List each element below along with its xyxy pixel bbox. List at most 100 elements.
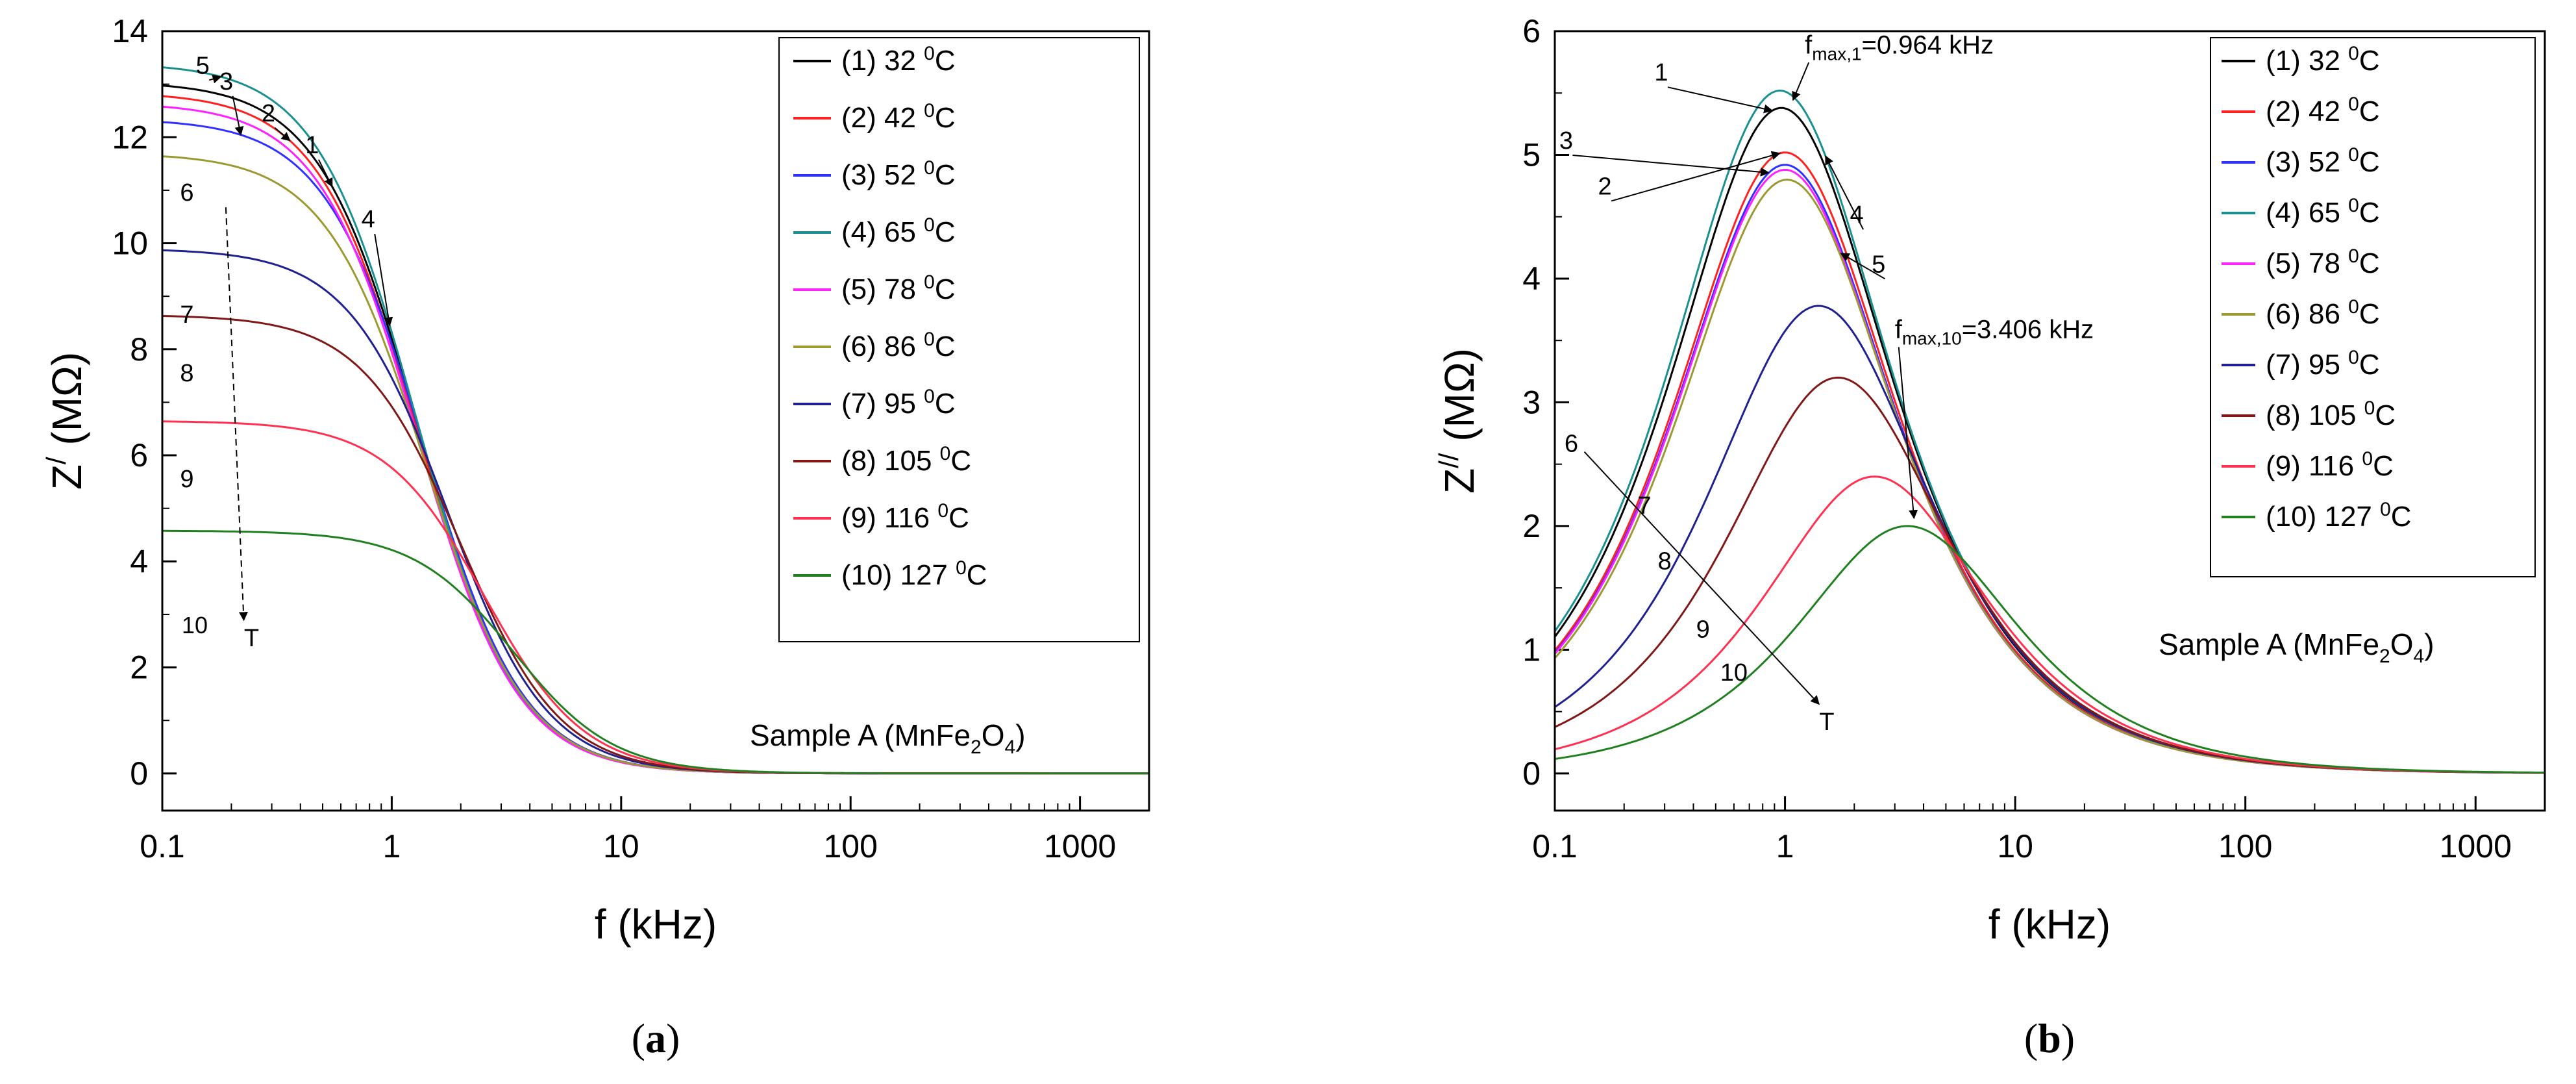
curve-label: 2 (1598, 173, 1612, 200)
y-tick-label: 1 (1522, 631, 1541, 668)
plot-area (1555, 89, 2545, 774)
sample-label-mid: O (2390, 627, 2414, 661)
legend-entry: (6) 86 0C (841, 329, 956, 362)
legend-entry: (3) 52 0C (841, 157, 956, 191)
x-tick-label: 1 (382, 828, 401, 864)
callout-leader (1825, 155, 1864, 230)
sample-label-mid: O (982, 718, 1005, 752)
y-tick-label: 2 (1522, 508, 1541, 544)
curve-label: 10 (182, 612, 208, 638)
y-axis-label-main: Z (1436, 468, 1483, 494)
curve-label: 6 (180, 179, 193, 207)
legend: (1) 32 0C (2) 42 0C (3) 52 0C (4) 65 0C (5) … (778, 37, 1140, 642)
legend-entry: (9) 116 0C (841, 500, 969, 534)
y-tick-label: 14 (112, 13, 148, 49)
curve-label: 8 (1658, 548, 1672, 575)
legend-entry: (2) 42 0C (841, 100, 956, 134)
sample-label-prefix: Sample A (MnFe (2159, 627, 2379, 661)
callout-leader (1840, 253, 1886, 280)
curve-label: 3 (1559, 127, 1573, 155)
x-tick-label: 10 (603, 828, 639, 864)
peak-frequency-annotation: fmax,1=0.964 kHz (1805, 31, 1994, 64)
callout-leader (208, 74, 222, 84)
x-tick-label: 0.1 (1532, 828, 1578, 864)
y-axis-label: Z/ (MΩ) (41, 352, 90, 490)
y-tick-label: 6 (130, 437, 148, 473)
y-axis-label-sup: / (41, 457, 71, 464)
y-axis-label-sup: // (1433, 453, 1464, 468)
curve-label: 7 (180, 301, 193, 329)
curve-label: 4 (1850, 201, 1864, 229)
curve-label: T (1819, 709, 1834, 736)
x-axis-label: f (kHz) (595, 901, 717, 948)
sample-label: Sample A (MnFe2O4) (2159, 627, 2434, 667)
legend-entry: (9) 116 0C (2266, 448, 2394, 482)
callout-leader (1667, 86, 1774, 114)
curve-label: 3 (219, 68, 233, 95)
callout-leader (1611, 151, 1781, 202)
y-tick-label: 10 (112, 225, 148, 262)
y-tick-label: 5 (1522, 136, 1541, 173)
y-tick-label: 0 (130, 755, 148, 792)
legend-entry: (5) 78 0C (841, 271, 956, 305)
legend-entry: (2) 42 0C (2266, 94, 2380, 127)
sample-label-suffix: ) (2424, 627, 2434, 661)
curve-callouts: 53 2 1 4 6 7 8 9 T (180, 52, 393, 652)
x-tick-label: 1000 (1044, 828, 1116, 864)
series-line (1555, 525, 2545, 774)
y-axis-label-main: Z (43, 464, 90, 490)
annotation-leader (1898, 347, 1918, 520)
y-tick-label: 4 (130, 543, 148, 579)
legend-entry: (1) 32 0C (841, 43, 956, 77)
curve-label: 9 (1696, 616, 1710, 643)
legend-entry: (8) 105 0C (841, 443, 971, 477)
legend-entry: (8) 105 0C (2266, 397, 2396, 431)
series-line (162, 529, 1149, 775)
callout-leader (274, 127, 291, 142)
x-axis-label: f (kHz) (1988, 901, 2111, 948)
panel-caption-letter: a (645, 1015, 666, 1061)
curve-label: 9 (180, 466, 193, 493)
y-axis-label-unit: (MΩ) (1436, 348, 1483, 453)
curve-label: 2 (262, 100, 275, 127)
curve-label: 1 (1654, 59, 1668, 86)
x-tick-label: 0.1 (140, 828, 185, 864)
sample-label-sub: 4 (2414, 646, 2425, 667)
y-axis-label-unit: (MΩ) (43, 352, 90, 457)
curve-label: 4 (362, 206, 375, 233)
annotation-leader (1792, 62, 1810, 101)
legend-entry: (6) 86 0C (2266, 296, 2380, 330)
y-tick-label: 4 (1522, 260, 1541, 297)
y-tick-label: 3 (1522, 384, 1541, 420)
curve-label: 8 (180, 360, 193, 387)
sample-label-sub: 2 (2379, 646, 2390, 667)
y-tick-label: 2 (130, 649, 148, 686)
temperature-trend-arrow (1583, 451, 1820, 705)
sample-label-prefix: Sample A (MnFe (750, 718, 971, 752)
x-tick-label: 10 (1997, 828, 2033, 864)
curve-label: 1 (305, 132, 319, 159)
x-tick-label: 100 (2218, 828, 2272, 864)
sample-label-sub: 4 (1005, 737, 1016, 758)
sample-label-sub: 2 (971, 737, 982, 758)
legend-box (778, 37, 1140, 642)
curve-label: 6 (1565, 431, 1578, 458)
callout-leader (317, 159, 333, 188)
x-tick-label: 1 (1776, 828, 1794, 864)
panel-caption: (b) (2024, 1015, 2075, 1061)
y-tick-label: 6 (1522, 13, 1541, 49)
panel-caption: (a) (632, 1015, 680, 1061)
legend-box (2210, 37, 2536, 577)
legend: (1) 32 0C (2) 42 0C (3) 52 0C (4) 65 0C (5) … (2210, 37, 2536, 577)
legend-entry: (4) 65 0C (2266, 195, 2380, 229)
legend-entry: (4) 65 0C (841, 214, 956, 248)
sample-label-suffix: ) (1015, 718, 1025, 752)
legend-entry: (3) 52 0C (2266, 144, 2380, 178)
